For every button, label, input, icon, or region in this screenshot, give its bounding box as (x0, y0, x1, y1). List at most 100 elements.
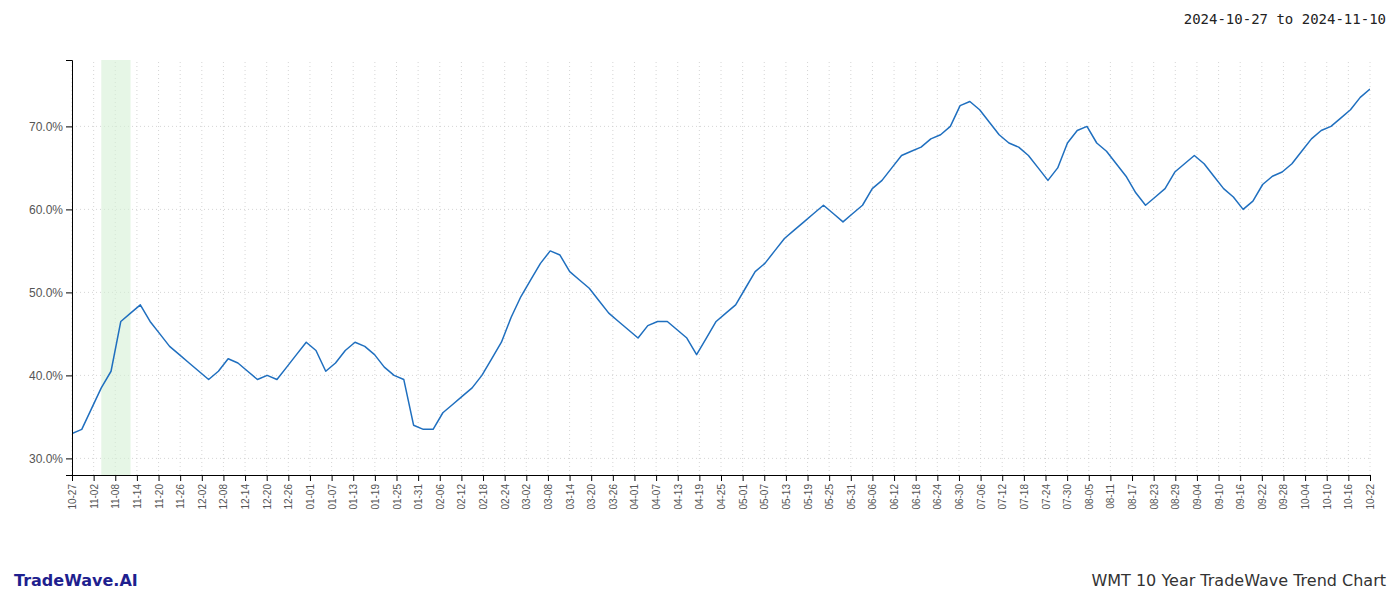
x-grid-line (1132, 60, 1133, 475)
x-tick: 12-08 (218, 475, 229, 510)
x-grid-line (309, 60, 310, 475)
x-tick-label: 04-19 (694, 484, 705, 510)
x-tick-mark (1024, 475, 1025, 481)
x-grid-line (807, 60, 808, 475)
y-axis-line (66, 61, 73, 476)
x-tick-mark (1283, 475, 1284, 481)
x-grid-line (504, 60, 505, 475)
x-grid-line (1240, 60, 1241, 475)
x-grid-line (721, 60, 722, 475)
y-tick: 30.0% (29, 452, 72, 466)
x-tick: 02-24 (500, 475, 511, 510)
x-tick-mark (1348, 475, 1349, 481)
x-grid-line (526, 60, 527, 475)
x-tick-mark (1046, 475, 1047, 481)
x-tick-label: 12-20 (262, 484, 273, 510)
x-tick: 01-25 (392, 475, 403, 510)
x-grid-line (158, 60, 159, 475)
x-tick: 05-13 (781, 475, 792, 510)
x-tick-label: 01-01 (305, 484, 316, 510)
x-tick-label: 06-30 (954, 484, 965, 510)
x-tick-mark (202, 475, 203, 481)
x-grid-line (1326, 60, 1327, 475)
x-grid-line (894, 60, 895, 475)
x-tick-label: 10-27 (67, 484, 78, 510)
x-tick: 09-10 (1214, 475, 1225, 510)
x-tick-label: 07-18 (1019, 484, 1030, 510)
x-tick-mark (1370, 475, 1371, 481)
x-tick: 10-16 (1343, 475, 1354, 510)
x-tick: 04-25 (716, 475, 727, 510)
x-tick: 05-07 (759, 475, 770, 510)
x-tick: 07-18 (1019, 475, 1030, 510)
x-tick-mark (72, 475, 73, 481)
y-tick-label: 50.0% (29, 286, 63, 300)
x-tick-mark (1132, 475, 1133, 481)
x-axis: 10-2711-0211-0811-1411-2011-2612-0212-08… (67, 475, 1376, 510)
x-tick-label: 01-31 (413, 484, 424, 510)
x-tick-label: 08-23 (1149, 484, 1160, 510)
x-tick-mark (397, 475, 398, 481)
x-tick-label: 01-13 (348, 484, 359, 510)
x-tick-mark (743, 475, 744, 481)
x-tick-mark (829, 475, 830, 481)
x-grid-line (1196, 60, 1197, 475)
x-tick-mark (1305, 475, 1306, 481)
x-tick: 11-26 (175, 475, 186, 509)
x-tick-label: 03-08 (543, 484, 554, 510)
x-tick: 07-12 (997, 475, 1008, 510)
y-tick-mark (66, 209, 72, 210)
x-tick-mark (764, 475, 765, 481)
x-tick: 08-11 (1105, 475, 1116, 509)
x-grid-line (1348, 60, 1349, 475)
title: WMT 10 Year TradeWave Trend Chart (1091, 571, 1386, 590)
x-grid-line (288, 60, 289, 475)
x-grid-line (1305, 60, 1306, 475)
x-tick: 11-14 (132, 475, 143, 509)
x-grid-line (1023, 60, 1024, 475)
x-grid-line (1110, 60, 1111, 475)
y-tick: 60.0% (29, 203, 72, 217)
x-grid-line (374, 60, 375, 475)
x-tick-label: 03-20 (586, 484, 597, 510)
x-tick-label: 05-07 (759, 484, 770, 510)
x-tick-mark (115, 475, 116, 481)
x-grid-line (612, 60, 613, 475)
x-grid-line (136, 60, 137, 475)
y-grid-line (72, 292, 1370, 293)
x-tick-mark (1219, 475, 1220, 481)
x-grid-line (915, 60, 916, 475)
x-tick: 06-18 (911, 475, 922, 510)
x-grid-line (1088, 60, 1089, 475)
x-tick-label: 10-04 (1300, 484, 1311, 510)
x-tick-mark (180, 475, 181, 481)
x-tick: 03-26 (608, 475, 619, 510)
x-tick-label: 08-29 (1170, 484, 1181, 510)
x-tick: 06-06 (867, 475, 878, 510)
x-tick-mark (353, 475, 354, 481)
x-tick-label: 02-12 (456, 484, 467, 510)
x-tick-mark (894, 475, 895, 481)
x-tick-label: 11-26 (175, 484, 186, 509)
x-tick-label: 01-25 (392, 484, 403, 510)
x-tick-mark (526, 475, 527, 481)
x-tick-mark (94, 475, 95, 481)
y-tick: 70.0% (29, 120, 72, 134)
plot-area (72, 60, 1370, 475)
x-tick: 02-06 (435, 475, 446, 510)
x-tick-label: 11-08 (110, 484, 121, 509)
x-grid-line (850, 60, 851, 475)
x-tick-label: 07-30 (1062, 484, 1073, 510)
x-tick-mark (721, 475, 722, 481)
x-tick: 09-28 (1278, 475, 1289, 510)
x-tick-label: 11-20 (154, 484, 165, 509)
x-tick-label: 12-14 (240, 484, 251, 510)
x-grid-line (1067, 60, 1068, 475)
x-tick-label: 03-26 (608, 484, 619, 510)
x-tick: 02-12 (456, 475, 467, 510)
x-grid-line (1045, 60, 1046, 475)
x-tick-mark (440, 475, 441, 481)
x-tick-mark (461, 475, 462, 481)
x-tick-mark (959, 475, 960, 481)
x-tick: 07-30 (1062, 475, 1073, 510)
